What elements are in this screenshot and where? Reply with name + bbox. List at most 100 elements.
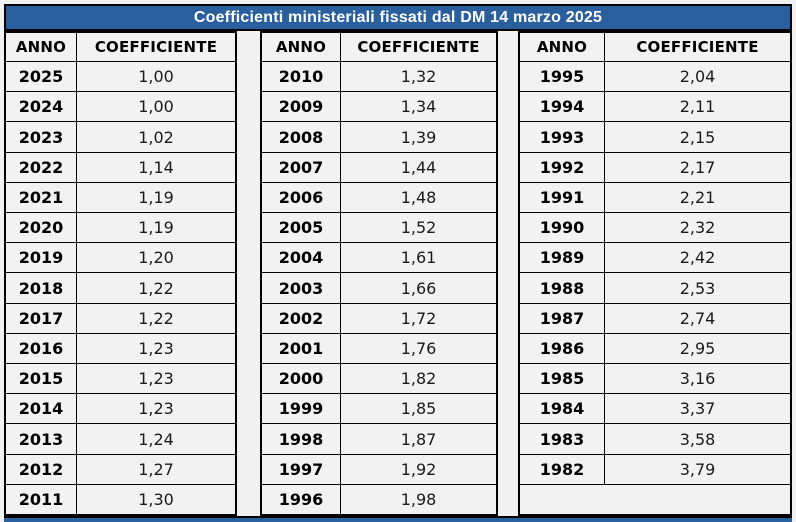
table-row: 1997 1,92 [262, 454, 496, 485]
year-cell: 2009 [262, 92, 341, 122]
year-cell: 2020 [6, 213, 77, 243]
coefficient-cell: 1,27 [138, 459, 174, 479]
table-row: 1983 3,58 [520, 424, 790, 455]
year-cell: 1988 [520, 273, 605, 303]
year-cell: 2012 [6, 454, 77, 484]
year-cell: 1993 [520, 122, 605, 152]
coefficient-column-header: COEFFICIENTE [94, 38, 218, 56]
year-cell: 1987 [520, 303, 605, 333]
coefficient-cell: 1,00 [138, 67, 174, 87]
coefficient-cell: 1,39 [400, 127, 437, 147]
table-row: 1991 2,21 [520, 182, 790, 214]
coefficient-cell: 1,22 [138, 278, 174, 298]
table-row: 1993 2,15 [520, 122, 790, 153]
coefficient-cell: 1,19 [138, 218, 174, 238]
year-cell: 2002 [262, 303, 341, 333]
year-cell: 2010 [262, 62, 341, 92]
table-row: 1988 2,53 [520, 273, 790, 304]
coefficient-cell: 2,53 [679, 278, 716, 298]
coefficient-cell: 2,17 [679, 157, 716, 177]
table-row: 1999 1,85 [262, 394, 496, 425]
year-cell: 2017 [6, 303, 77, 333]
coefficient-cell: 1,98 [400, 489, 437, 509]
table-row: 2015 1,23 [6, 364, 235, 395]
coefficient-cell: 1,44 [400, 157, 437, 177]
table-gap [237, 31, 260, 516]
coefficient-cell: 1,23 [138, 338, 174, 358]
table-row: 2009 1,34 [262, 92, 496, 123]
year-cell: 1982 [520, 454, 605, 484]
tables-area: ANNO COEFFICIENTE 2025 1,00 2024 1,00 2023 1,… [4, 31, 792, 516]
coefficient-cell: 1,30 [138, 489, 174, 509]
table-row: 1985 3,16 [520, 364, 790, 395]
coefficient-cell: 3,79 [679, 459, 716, 479]
table-row: 2005 1,52 [262, 213, 496, 244]
year-cell: 1998 [262, 424, 341, 454]
coefficient-cell: 1,34 [400, 97, 437, 117]
table-row: 2001 1,76 [262, 333, 496, 365]
coefficient-cell: 1,14 [138, 157, 174, 177]
coefficient-cell: 1,22 [138, 308, 174, 328]
empty-row [520, 485, 790, 514]
coefficient-cell: 1,00 [138, 97, 174, 117]
coefficient-cell: 2,95 [679, 338, 716, 358]
year-cell: 2016 [6, 333, 77, 364]
table-body: 1995 2,04 1994 2,11 1993 2,15 1992 2,17 1991 2,21… [520, 62, 790, 514]
year-cell: 2022 [6, 152, 77, 182]
year-cell: 1999 [262, 394, 341, 424]
table-row: 2012 1,27 [6, 454, 235, 485]
table-row: 2000 1,82 [262, 364, 496, 395]
coefficient-cell: 2,15 [679, 127, 716, 147]
coefficient-cell: 2,74 [679, 308, 716, 328]
table-title: Coefficienti ministeriali fissati dal DM… [4, 4, 792, 31]
table-row: 1996 1,98 [262, 484, 496, 515]
coefficient-cell: 2,04 [679, 67, 716, 87]
table-row: 2025 1,00 [6, 62, 235, 93]
year-cell: 2006 [262, 182, 341, 213]
year-cell: 2011 [6, 484, 77, 515]
table-row: 1984 3,37 [520, 394, 790, 425]
header-row: ANNO COEFFICIENTE [520, 33, 790, 62]
table-row: 2023 1,02 [6, 122, 235, 153]
table-row: 2006 1,48 [262, 182, 496, 214]
table-row: 2007 1,44 [262, 152, 496, 183]
table-row: 1998 1,87 [262, 424, 496, 455]
year-cell: 2005 [262, 213, 341, 243]
coefficient-cell: 1,48 [400, 187, 437, 207]
coefficient-cell: 1,76 [400, 338, 437, 358]
coefficient-cell: 3,37 [679, 399, 716, 419]
table-row: 2011 1,30 [6, 484, 235, 515]
table-row: 1992 2,17 [520, 152, 790, 183]
year-cell: 1992 [520, 152, 605, 182]
year-cell: 1986 [520, 333, 605, 364]
year-cell: 2015 [6, 364, 77, 394]
coefficient-cell: 1,85 [400, 399, 437, 419]
table-row: 2024 1,00 [6, 92, 235, 123]
coefficient-table-group-2: ANNO COEFFICIENTE 2010 1,32 2009 1,34 2008 1,… [260, 31, 498, 516]
table-row: 2018 1,22 [6, 273, 235, 304]
table-row: 2013 1,24 [6, 424, 235, 455]
coefficient-cell: 3,16 [679, 369, 716, 389]
year-cell: 2007 [262, 152, 341, 182]
coefficient-table-group-1: ANNO COEFFICIENTE 2025 1,00 2024 1,00 2023 1,… [4, 31, 237, 516]
table-row: 2014 1,23 [6, 394, 235, 425]
coefficient-cell: 2,11 [679, 97, 716, 117]
year-cell: 2023 [6, 122, 77, 152]
coefficient-cell: 1,02 [138, 127, 174, 147]
table-row: 2004 1,61 [262, 243, 496, 274]
coefficient-cell: 1,20 [138, 248, 174, 268]
table-body: 2010 1,32 2009 1,34 2008 1,39 2007 1,44 2006 1,48… [262, 62, 496, 515]
coefficient-cell: 1,61 [400, 248, 437, 268]
table-row: 2021 1,19 [6, 182, 235, 214]
year-cell: 2014 [6, 394, 77, 424]
year-cell: 1989 [520, 243, 605, 273]
coefficient-cell: 1,66 [400, 278, 437, 298]
coefficient-cell: 1,82 [400, 369, 437, 389]
coefficient-cell: 2,42 [679, 248, 716, 268]
year-cell: 2018 [6, 273, 77, 303]
table-row: 2020 1,19 [6, 213, 235, 244]
table-row: 2003 1,66 [262, 273, 496, 304]
year-cell: 2025 [6, 62, 77, 92]
coefficient-cell: 1,72 [400, 308, 437, 328]
